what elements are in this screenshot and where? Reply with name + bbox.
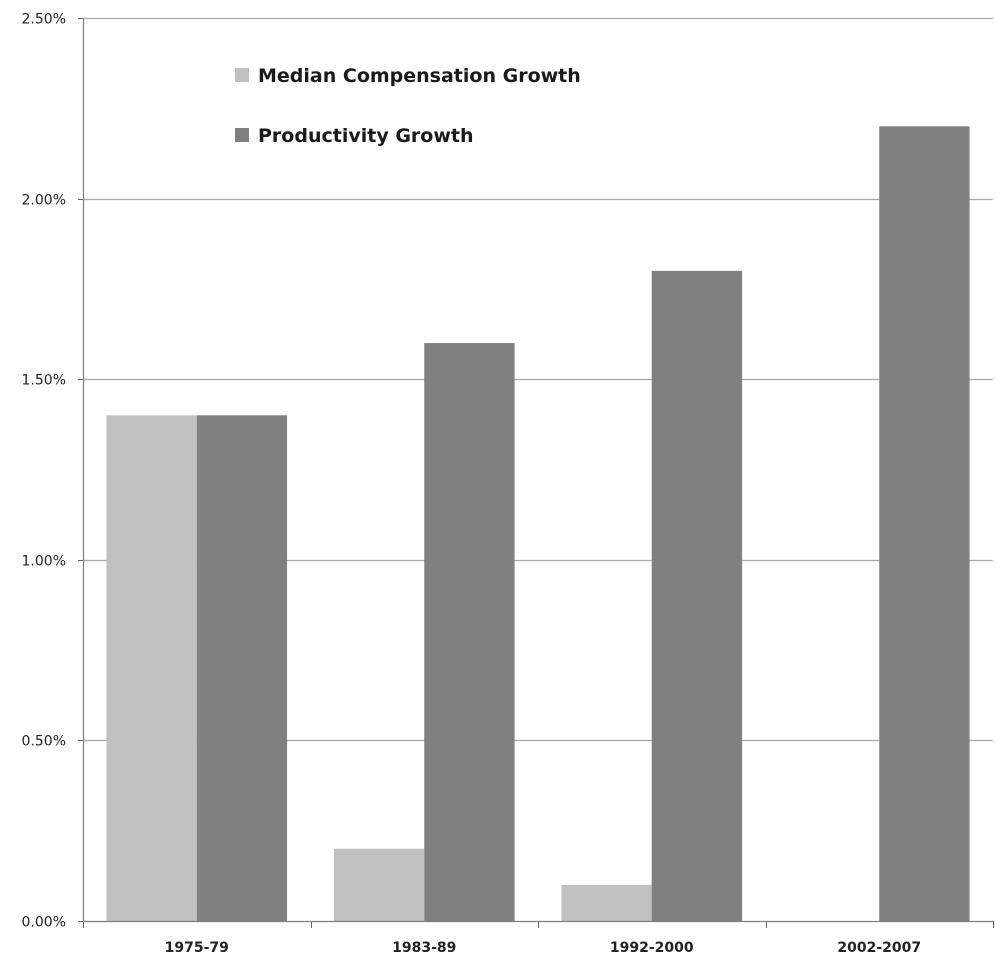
x-category-label: 1992-2000 bbox=[610, 940, 694, 956]
y-tick-label: 1.00% bbox=[22, 554, 66, 570]
bar bbox=[651, 270, 743, 922]
legend-swatch bbox=[235, 68, 249, 82]
legend: Median Compensation Growth Productivity G… bbox=[235, 65, 581, 147]
bar bbox=[561, 884, 652, 921]
y-tick-label: 1.50% bbox=[22, 373, 66, 389]
bars bbox=[106, 126, 970, 922]
y-tick-label: 2.00% bbox=[22, 193, 66, 209]
x-category-labels: 1975-79 1983-89 1992-2000 2002-2007 bbox=[165, 940, 922, 956]
y-tick-label: 0.50% bbox=[22, 734, 66, 750]
legend-swatch bbox=[235, 128, 249, 142]
y-tick-label: 2.50% bbox=[22, 12, 66, 28]
y-tick-labels: 0.00% 0.50% 1.00% 1.50% 2.00% 2.50% bbox=[22, 12, 66, 931]
bar bbox=[196, 415, 288, 921]
x-category-label: 1975-79 bbox=[165, 940, 229, 956]
axes bbox=[78, 18, 994, 928]
bar bbox=[424, 343, 515, 922]
legend-label: Median Compensation Growth bbox=[258, 65, 581, 87]
bar bbox=[879, 126, 970, 922]
legend-label: Productivity Growth bbox=[258, 125, 474, 147]
bar bbox=[333, 848, 425, 921]
bar bbox=[106, 415, 197, 921]
y-tick-label: 0.00% bbox=[22, 915, 66, 931]
x-category-label: 2002-2007 bbox=[837, 940, 921, 956]
x-category-label: 1983-89 bbox=[392, 940, 456, 956]
